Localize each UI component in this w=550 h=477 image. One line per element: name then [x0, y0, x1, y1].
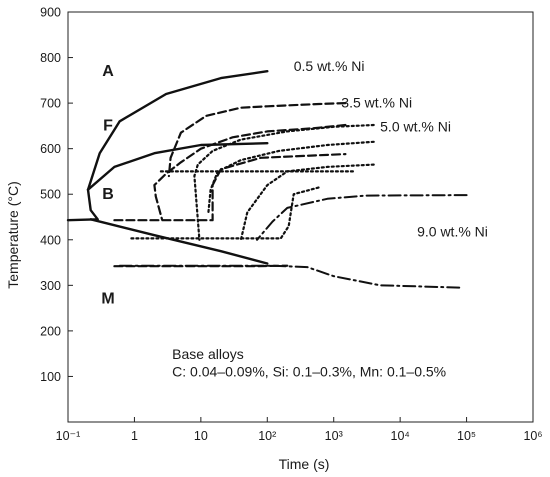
y-tick-label: 700 — [40, 97, 61, 111]
y-tick-label: 200 — [40, 324, 61, 338]
x-tick-label: 10⁵ — [457, 429, 476, 443]
x-tick-label: 10 — [194, 429, 208, 443]
series-dashdot — [118, 194, 468, 289]
annotation-label: 9.0 wt.% Ni — [417, 224, 488, 240]
annotation-label: 5.0 wt.% Ni — [380, 118, 451, 134]
series-line-dotted-4 — [130, 186, 321, 240]
region-label-m: M — [101, 291, 114, 308]
series-line-dotted-3 — [239, 163, 375, 241]
region-label-f: F — [103, 117, 113, 134]
y-tick-label: 800 — [40, 51, 61, 65]
y-tick-label: 900 — [40, 6, 61, 20]
series-line-solid-2 — [86, 142, 269, 191]
y-tick-label: 600 — [40, 142, 61, 156]
series-dotted — [130, 123, 375, 241]
x-tick-label: 10⁴ — [391, 429, 410, 443]
series-solid — [66, 70, 269, 265]
x-tick-label: 10³ — [325, 429, 343, 443]
series-line-solid-1 — [66, 70, 269, 222]
y-tick-label: 500 — [40, 188, 61, 202]
series-line-dashed-2 — [153, 123, 347, 221]
x-tick-label: 10² — [258, 429, 276, 443]
y-axis-label: Temperature (°C) — [5, 181, 21, 289]
annotation-label: C: 0.04–0.09%, Si: 0.1–0.3%, Mn: 0.1–0.5… — [172, 363, 446, 379]
series-line-dotted-2 — [207, 140, 375, 214]
series-line-dashed-3 — [113, 153, 347, 222]
region-label-a: A — [102, 63, 114, 80]
y-tick-label: 100 — [40, 370, 61, 384]
y-tick-label: 400 — [40, 233, 61, 247]
series-line-dashed-1 — [167, 102, 347, 178]
x-tick-label: 10⁻¹ — [56, 429, 81, 443]
plot-frame — [67, 11, 534, 423]
series-dashed — [113, 102, 347, 268]
series-line-dotted-1 — [193, 123, 375, 241]
x-axis-label: Time (s) — [279, 456, 330, 472]
series-line-solid-3 — [89, 218, 269, 265]
region-label-b: B — [102, 186, 114, 203]
x-tick-label: 10⁶ — [523, 429, 542, 443]
annotation-label: 3.5 wt.% Ni — [341, 95, 412, 111]
annotation-label: Base alloys — [172, 346, 244, 362]
series-line-dashdot-1 — [256, 194, 468, 241]
annotation-label: 0.5 wt.% Ni — [294, 58, 365, 74]
x-tick-label: 1 — [131, 429, 138, 443]
y-tick-label: 300 — [40, 279, 61, 293]
series-line-dashdot-2 — [118, 264, 462, 289]
